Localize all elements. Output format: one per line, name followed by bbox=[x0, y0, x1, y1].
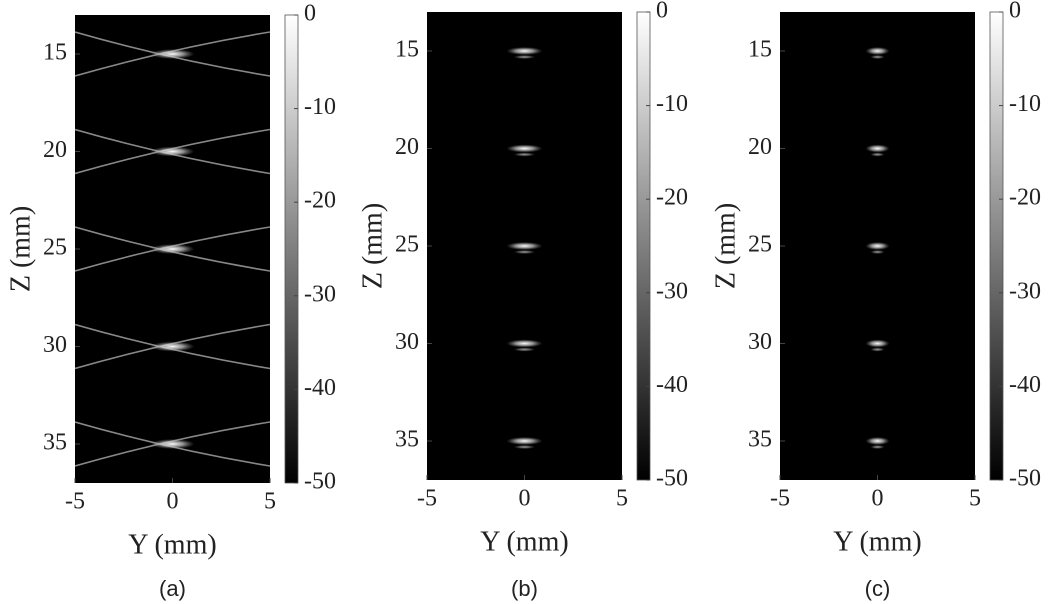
colorbar-tick-label: 0 bbox=[656, 0, 668, 24]
x-tick-label: 5 bbox=[264, 489, 276, 515]
colorbar-tick-label: -20 bbox=[304, 188, 336, 214]
colorbar-tick-label: -10 bbox=[304, 94, 336, 120]
image-content bbox=[506, 47, 543, 449]
y-tick-label: 30 bbox=[395, 329, 419, 355]
y-tick-label: 15 bbox=[395, 37, 419, 63]
x-axis-label: Y (mm) bbox=[480, 526, 568, 557]
x-tick-label: 5 bbox=[616, 486, 628, 512]
colorbar-tick-label: -30 bbox=[1009, 278, 1041, 304]
caption: (b) bbox=[511, 576, 538, 601]
colorbar-tick-label: -30 bbox=[656, 278, 688, 304]
y-tick-label: 35 bbox=[43, 430, 67, 456]
scatterer bbox=[865, 339, 890, 348]
side-lobe bbox=[870, 55, 885, 59]
side-lobe bbox=[870, 347, 885, 352]
x-axis-label: Y (mm) bbox=[833, 526, 921, 557]
scatterer bbox=[150, 439, 195, 449]
colorbar-tick-label: -50 bbox=[304, 469, 336, 495]
y-axis-label: Z (mm) bbox=[357, 203, 388, 289]
scatterer bbox=[150, 244, 195, 254]
scatterer bbox=[150, 49, 195, 59]
side-lobe bbox=[513, 250, 536, 254]
colorbar-tick-label: -30 bbox=[304, 281, 336, 307]
scatterer bbox=[506, 242, 543, 250]
y-tick-label: 35 bbox=[748, 427, 772, 453]
y-tick-label: 30 bbox=[748, 329, 772, 355]
x-tick-label: 0 bbox=[167, 489, 179, 515]
scatterer bbox=[506, 339, 543, 348]
scatterer bbox=[506, 47, 543, 55]
x-tick-label: 0 bbox=[519, 486, 531, 512]
image-content bbox=[865, 47, 890, 449]
colorbar-tick-label: -10 bbox=[656, 91, 688, 117]
colorbar-tick-label: 0 bbox=[1009, 0, 1021, 24]
caption: (c) bbox=[865, 576, 891, 601]
side-lobe bbox=[513, 55, 536, 59]
y-tick-label: 20 bbox=[43, 137, 67, 163]
scatterer bbox=[865, 437, 890, 445]
scatterer bbox=[150, 146, 195, 157]
colorbar-tick-label: -50 bbox=[656, 466, 688, 492]
side-lobe bbox=[870, 445, 885, 449]
side-lobe bbox=[513, 445, 536, 449]
scatterer bbox=[506, 437, 543, 445]
x-axis-label: Y (mm) bbox=[128, 529, 216, 560]
y-tick-label: 30 bbox=[43, 332, 67, 358]
y-tick-label: 35 bbox=[395, 427, 419, 453]
x-tick-label: 5 bbox=[969, 486, 981, 512]
colorbar-tick-label: -10 bbox=[1009, 91, 1041, 117]
side-lobe bbox=[870, 152, 885, 157]
x-tick-label: -5 bbox=[770, 486, 790, 512]
colorbar-tick-label: 0 bbox=[304, 1, 316, 27]
colorbar bbox=[989, 11, 1004, 481]
caption: (a) bbox=[159, 576, 186, 601]
side-lobe bbox=[513, 152, 536, 157]
y-tick-label: 25 bbox=[395, 232, 419, 258]
y-tick-label: 25 bbox=[748, 232, 772, 258]
y-tick-label: 15 bbox=[748, 37, 772, 63]
colorbar bbox=[636, 11, 651, 481]
y-axis-label: Z (mm) bbox=[5, 206, 36, 292]
scatterer bbox=[865, 242, 890, 250]
colorbar-tick-label: -40 bbox=[304, 375, 336, 401]
colorbar-tick-label: -50 bbox=[1009, 466, 1041, 492]
scatterer bbox=[865, 47, 890, 55]
colorbar-tick-label: -20 bbox=[1009, 185, 1041, 211]
scatterer bbox=[150, 341, 195, 352]
image-content bbox=[75, 31, 270, 467]
x-tick-label: 0 bbox=[872, 486, 884, 512]
colorbar-tick-label: -20 bbox=[656, 185, 688, 211]
colorbar bbox=[284, 14, 299, 484]
colorbar-tick-label: -40 bbox=[656, 372, 688, 398]
side-lobe bbox=[870, 250, 885, 254]
y-axis-label: Z (mm) bbox=[710, 203, 741, 289]
y-tick-label: 25 bbox=[43, 235, 67, 261]
x-tick-label: -5 bbox=[417, 486, 437, 512]
side-lobe bbox=[513, 347, 536, 352]
x-tick-label: -5 bbox=[65, 489, 85, 515]
scatterer bbox=[865, 144, 890, 153]
y-tick-label: 15 bbox=[43, 40, 67, 66]
scatterer bbox=[506, 144, 543, 153]
colorbar-tick-label: -40 bbox=[1009, 372, 1041, 398]
y-tick-label: 20 bbox=[748, 134, 772, 160]
y-tick-label: 20 bbox=[395, 134, 419, 160]
